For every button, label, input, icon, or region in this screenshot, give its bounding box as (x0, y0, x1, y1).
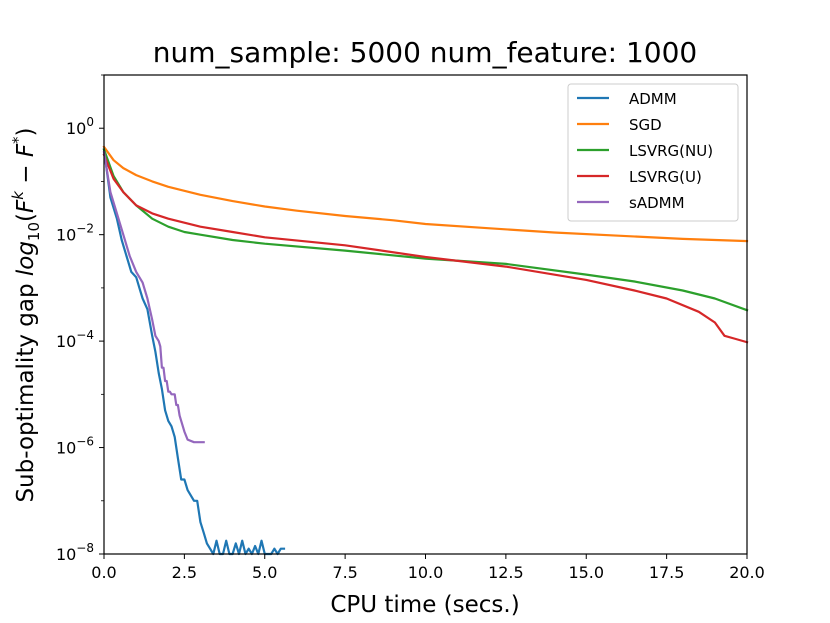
legend-label-sadmm: sADMM (629, 194, 685, 212)
y-axis-label-paren-open: ( (13, 213, 39, 222)
x-tick-label: 2.5 (172, 563, 197, 582)
y-axis-label-f: F (13, 199, 39, 213)
y-tick-base: 10 (66, 119, 86, 138)
legend-label-admm: ADMM (629, 90, 677, 108)
series-lines (102, 145, 749, 556)
y-tick-label: 100 (66, 115, 94, 138)
y-tick-exponent: −2 (76, 222, 94, 236)
y-axis-label-log: log (13, 241, 39, 276)
y-axis-label-sup-k: k (9, 190, 27, 200)
x-tick-label: 15.0 (568, 563, 604, 582)
y-tick-base: 10 (56, 439, 76, 458)
series-line-lsvrg-u (102, 153, 749, 344)
y-tick-base: 10 (56, 226, 76, 245)
series-line-admm (102, 148, 286, 556)
y-tick-base: 10 (56, 332, 76, 351)
y-axis-label-f-star: F (13, 143, 39, 157)
y-tick-base: 10 (56, 545, 76, 564)
x-axis-label: CPU time (secs.) (330, 592, 519, 618)
y-tick-label: 10−4 (56, 328, 94, 351)
legend: ADMM SGD LSVRG(NU) LSVRG(U) sADMM (567, 83, 739, 222)
x-tick-label: 20.0 (729, 563, 765, 582)
x-tick-label: 10.0 (408, 563, 444, 582)
y-tick-exponent: 0 (86, 115, 94, 129)
legend-box (567, 83, 739, 222)
y-axis-label: Sub-optimality gap log10(Fk − F*) (9, 127, 43, 502)
y-axis-label-minus: − (13, 157, 39, 191)
y-tick-label: 10−2 (56, 222, 94, 245)
x-tick-label: 0.0 (91, 563, 116, 582)
x-tick-label: 17.5 (649, 563, 685, 582)
y-tick-label: 10−8 (56, 541, 94, 564)
y-tick-exponent: −6 (76, 435, 94, 449)
x-tick-label: 5.0 (252, 563, 277, 582)
series-line-sadmm (102, 150, 205, 444)
legend-label-lsvrg-nu: LSVRG(NU) (629, 142, 713, 160)
legend-label-lsvrg-u: LSVRG(U) (629, 168, 702, 186)
x-tick-label: 7.5 (332, 563, 357, 582)
y-axis-label-subscript: 10 (25, 222, 43, 241)
y-tick-exponent: −4 (76, 328, 94, 342)
x-axis: 0.0 2.5 5.0 7.5 10.0 12.5 15.0 17.5 20.0 (91, 554, 765, 582)
y-axis-label-prefix: Sub-optimality gap (13, 276, 39, 502)
x-tick-label: 12.5 (488, 563, 524, 582)
series-line-sgd (102, 145, 749, 243)
chart-title: num_sample: 5000 num_feature: 1000 (153, 36, 698, 69)
y-tick-exponent: −8 (76, 541, 94, 555)
y-axis-label-paren-close: ) (13, 127, 39, 136)
y-axis-label-sup-star: * (9, 136, 27, 144)
y-tick-label: 10−6 (56, 435, 94, 458)
legend-label-sgd: SGD (629, 116, 662, 134)
